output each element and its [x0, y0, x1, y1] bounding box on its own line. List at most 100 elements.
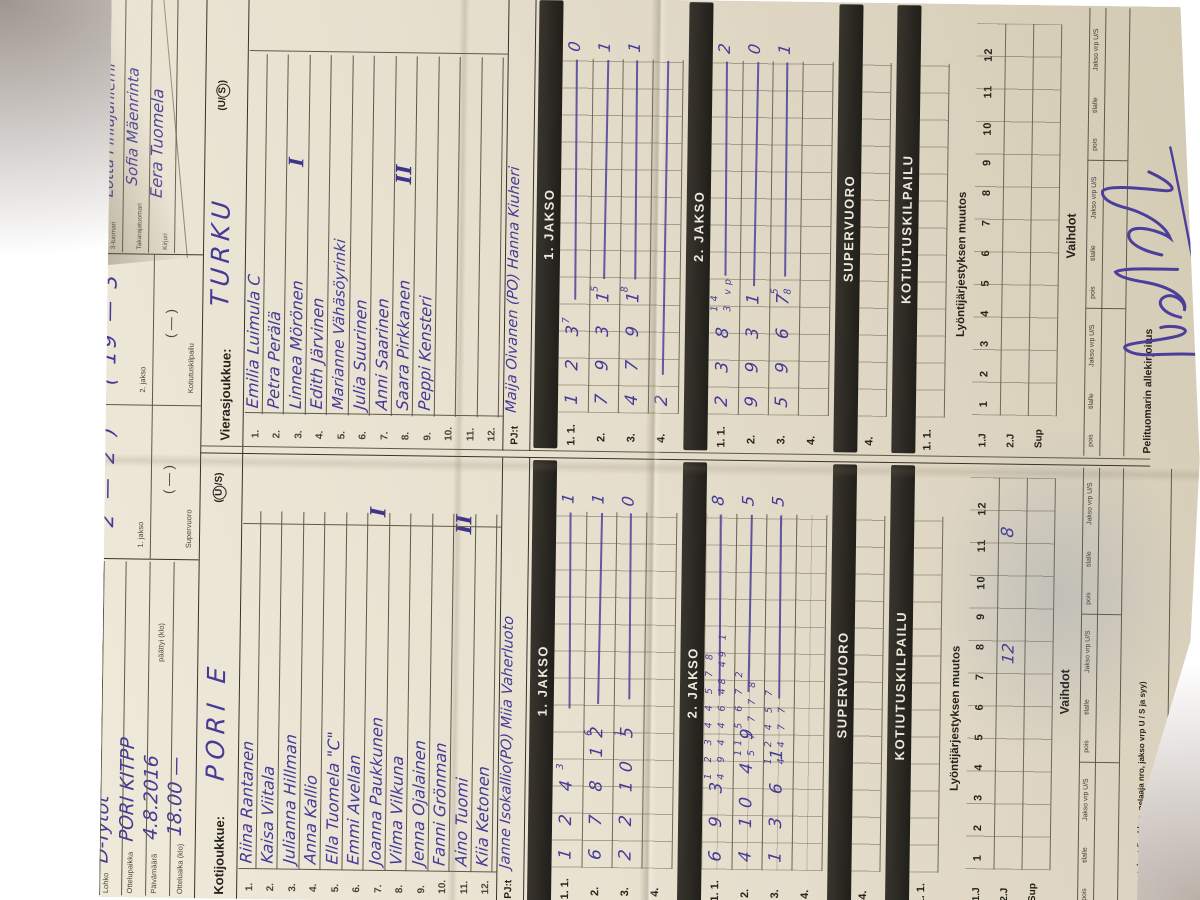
grid-small-digits: 4 9 4 4 6 48 49 1	[715, 630, 729, 780]
paivamaara-label: Päivämäärä	[149, 853, 159, 894]
row-no: 6.	[351, 884, 363, 893]
home-team-label: Kotijoukkue:	[211, 815, 228, 895]
grid-small-digits: 1	[613, 726, 625, 737]
grid-row-label: 3.	[625, 433, 638, 443]
home-team-name: PORI E	[200, 659, 232, 783]
player-name: Jenna Ojalainen	[408, 739, 430, 867]
grid-row-label: 1. 1.	[914, 882, 928, 900]
row-no: 11.	[459, 880, 471, 895]
grid-row-label: 1. 1.	[715, 426, 728, 448]
home-supervuoro-row	[851, 516, 885, 872]
muutos-row3-label: Sup	[1027, 883, 1039, 900]
ottelupaikka-value: PORI KITPP	[115, 736, 140, 843]
grid-row-label: 2.	[745, 434, 758, 445]
player-name: Joanna Paukkunen	[365, 716, 387, 866]
grid-small-digits: 8	[619, 282, 631, 293]
row-no: 7.	[373, 884, 385, 893]
player-name: Vilma Vilkuna	[386, 754, 407, 867]
grid-total: 0	[618, 495, 638, 508]
grid-digits: 1 2 3	[561, 315, 584, 406]
score-supervuoro-label: Supervuoro	[183, 509, 194, 549]
muutos-title: Lyöntijärjestyksen muutos	[954, 191, 969, 338]
row-no: 7.	[379, 431, 391, 441]
grid-row-label: 4.	[863, 436, 876, 446]
vaihdot-col-pois: pois	[1081, 888, 1089, 900]
score-kotiutuskilpailu-parens: ( — )	[162, 308, 179, 339]
row-no: 4.	[308, 883, 320, 893]
player-name: Anni Saarinen	[371, 297, 393, 411]
grid-row-label: 1. 1.	[559, 878, 572, 900]
grid-small-digits: 5	[589, 281, 601, 292]
grid-total: 8	[708, 494, 728, 507]
player-name: Edith Järvinen	[306, 296, 328, 410]
vaihdot-col-jakso: Jakso vrp U/S	[1082, 778, 1090, 821]
paper-fold-corner	[99, 0, 188, 266]
grid-row-label: 2.	[595, 432, 608, 443]
grid-small-digits: 11 5 6 7 2	[733, 667, 746, 756]
row-no: 4.	[314, 430, 326, 440]
row-no: 2.	[271, 430, 283, 439]
row-no: 2.	[265, 882, 277, 892]
player-name: Ella Tuomela "C"	[322, 730, 344, 866]
player-name: Petra Perälä	[263, 310, 285, 410]
away-pjt-label: PJ:t	[509, 425, 521, 445]
row-no: 5.	[330, 883, 342, 893]
grid-row-label: 1. 1.	[708, 880, 722, 900]
grid-digits: 2 2 10 5	[615, 717, 638, 862]
grid-total: 0	[564, 40, 584, 53]
row-no: 6.	[357, 431, 369, 440]
player-name: Julianna Hillman	[279, 733, 301, 865]
grid-small-digits: 7	[561, 313, 573, 324]
grid-small-digits: 14	[709, 291, 721, 312]
player-name: Emilia Luimula C	[242, 273, 264, 410]
player-name: Kiia Ketonen	[472, 765, 493, 868]
score-kotiutuskilpailu-label: Kotiutuskilpailu	[186, 343, 196, 394]
grid-total: 1	[588, 492, 608, 506]
score-jakso1-label: 1. jakso	[135, 521, 146, 548]
grid-total: 0	[744, 42, 764, 56]
vaihdot-col-tilalle: tilalle	[1087, 393, 1096, 409]
away-team-label: Vierasjoukkue:	[217, 348, 234, 441]
substitution-mark: II	[390, 164, 417, 185]
grid-digits: 6 7 8 12	[585, 716, 608, 861]
score-supervuoro-parens: ( — )	[160, 464, 177, 495]
grid-small-digits: 6	[583, 725, 595, 736]
grid-total: 1	[624, 41, 644, 54]
paattyi-klo-label: päättyi (klo)	[156, 623, 166, 662]
vaihdot-title: Vaihdot	[1064, 213, 1079, 259]
grid-digits: 4 7 9 1	[621, 281, 644, 407]
grid-small-digits: 8	[782, 284, 794, 295]
player-name: Emmi Avellan	[343, 753, 364, 866]
row-no: 12.	[480, 880, 492, 895]
away-supervuoro-row	[858, 63, 892, 417]
player-name: Riina Rantanen	[236, 739, 258, 865]
score-jakso2-label: 2. jakso	[138, 366, 148, 393]
grid-row-label: 4.	[805, 435, 818, 445]
grid-row-label: 2.	[739, 888, 752, 899]
row-no: 9.	[416, 885, 428, 894]
grid-row-label: 1. 1.	[921, 429, 934, 451]
ottelupaikka-label: Ottelupaikka	[125, 851, 135, 894]
paivamaara-value: 4.8.2016	[139, 754, 163, 841]
grid-total: 5	[738, 494, 758, 508]
grid-digits: 5 9 6 7	[771, 284, 794, 409]
row-no: 11.	[465, 427, 477, 442]
player-name: Linnea Mörönen	[285, 279, 307, 410]
row-no: 8.	[394, 884, 406, 894]
grid-digits: 9 9 3 1	[741, 283, 764, 409]
muutos-row2-label: 2.J	[999, 887, 1011, 900]
grid-row-label: 3.	[775, 435, 788, 445]
grid-small-digits: 1 2 4 5 7	[762, 685, 776, 765]
substitution-mark: I	[365, 506, 391, 518]
row-no: 12.	[486, 427, 498, 442]
grid-digits: 2 3 8	[711, 317, 734, 408]
otteluaika-label: Otteluaika (klo)	[175, 843, 185, 895]
score-jakso1-value: 2 — 2 )	[99, 421, 120, 529]
grid-digits: 6 9 3	[705, 772, 727, 863]
grid-total: 1	[558, 492, 578, 505]
player-name: Peppi Kensteri	[414, 294, 436, 412]
player-name: Marianne Vähäsöyrinki	[328, 237, 350, 411]
player-name: Anna Kallio	[300, 774, 321, 865]
row-no: 1.	[250, 429, 262, 439]
player-name: Kaisa Viitala	[257, 764, 278, 865]
